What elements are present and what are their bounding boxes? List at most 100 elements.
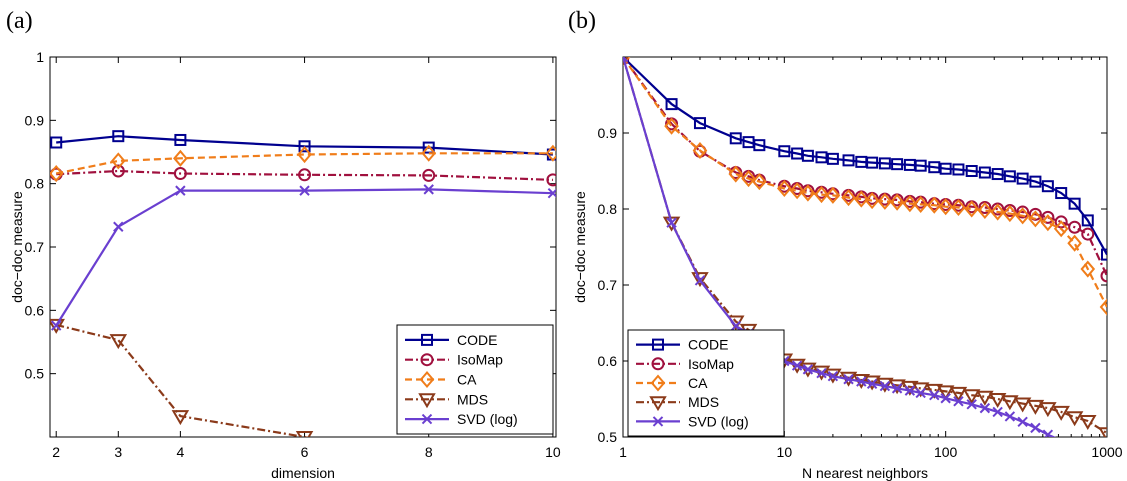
series-line [55, 323, 309, 437]
data-point [50, 136, 63, 149]
data-point [171, 410, 190, 426]
legend-swatch-marker [650, 374, 666, 392]
y-tick-label: 0.9 [25, 112, 45, 128]
data-point [976, 390, 994, 406]
x-tick-label: 10 [545, 444, 561, 460]
data-point [777, 179, 792, 198]
legend-swatch-marker [419, 370, 435, 389]
legend-item: CA [636, 374, 708, 392]
panel-a-xlabel: dimension [271, 465, 335, 481]
data-point [728, 165, 744, 183]
data-point [110, 152, 126, 170]
data-point [1001, 395, 1019, 411]
legend-swatch-marker [652, 338, 664, 351]
data-point [693, 117, 706, 130]
data-point [951, 198, 966, 217]
y-tick-label: 0.8 [598, 201, 618, 217]
panel-a-legend: CODE IsoMap CA MDS SVD (log) [396, 324, 554, 435]
data-point [814, 186, 829, 204]
data-point [112, 130, 125, 143]
data-point [545, 144, 556, 162]
data-point [1015, 207, 1030, 225]
legend-item: MDS [405, 391, 488, 409]
data-point [665, 98, 678, 111]
data-point [815, 151, 828, 164]
data-point [175, 185, 186, 196]
y-tick-label: 0.5 [598, 429, 618, 445]
data-point [729, 132, 742, 145]
panel-a-series [50, 130, 556, 476]
panel-b-plot-frame [622, 56, 1108, 438]
legend-swatch-marker [651, 357, 665, 371]
x-tick-label: 10 [777, 444, 793, 460]
data-point [791, 360, 803, 371]
data-point [825, 186, 841, 204]
panel-b: (b) N nearest neighbors doc−doc measure … [568, 8, 1123, 481]
data-point [422, 141, 435, 154]
series-isomap [50, 164, 556, 187]
data-point [50, 318, 65, 334]
series-ca [623, 57, 1107, 316]
panel-b-ticks: 1 10 100 1000 0.5 0.6 0.7 0.8 0.9 [598, 57, 1123, 460]
data-point [547, 187, 556, 199]
data-point [50, 164, 64, 183]
series-line [56, 135, 553, 156]
data-point [1017, 416, 1028, 428]
data-point [877, 192, 893, 210]
data-point [1016, 172, 1029, 185]
data-point [962, 389, 981, 405]
y-tick-label: 0.9 [598, 125, 618, 141]
data-point [964, 200, 980, 218]
data-point [801, 149, 814, 162]
data-point [988, 393, 1007, 408]
data-point [1067, 440, 1076, 449]
series-line [56, 169, 553, 181]
legend-label: MDS [688, 394, 719, 410]
legend-item: CODE [405, 332, 497, 348]
data-point [113, 221, 124, 232]
data-point [1068, 220, 1082, 234]
data-point [1004, 411, 1016, 422]
data-point [926, 196, 942, 214]
data-point [904, 385, 916, 396]
data-point [421, 144, 437, 162]
data-point [741, 170, 756, 188]
legend-item: CODE [636, 337, 728, 353]
data-point [802, 364, 814, 375]
data-point [1029, 175, 1042, 188]
data-point [778, 145, 791, 158]
data-point [1100, 269, 1107, 283]
data-point [1030, 422, 1041, 434]
data-point [662, 216, 681, 232]
legend-swatch-marker [421, 333, 433, 346]
data-point [991, 168, 1004, 181]
data-point [977, 201, 993, 220]
series-mds [50, 318, 436, 476]
legend-item: MDS [636, 394, 719, 412]
data-point [297, 145, 312, 164]
data-point [423, 184, 434, 195]
data-point [990, 203, 1005, 221]
data-point [664, 117, 679, 135]
data-point [939, 162, 952, 175]
data-point [949, 386, 968, 402]
data-point [1054, 215, 1068, 229]
data-point [1002, 205, 1018, 223]
data-point [422, 464, 436, 476]
data-point [891, 158, 904, 171]
data-point [1041, 180, 1054, 193]
data-point [1026, 399, 1045, 415]
legend-label: SVD (log) [457, 411, 518, 427]
data-point [360, 451, 374, 463]
data-point [1099, 298, 1107, 316]
data-point [730, 320, 741, 332]
panel-a-ticks: 2 3 4 6 8 10 0.5 0.6 0.7 0.8 0.9 1 [25, 49, 561, 460]
data-point [298, 168, 312, 182]
y-tick-label: 0.7 [25, 239, 45, 255]
legend-label: CA [688, 375, 708, 391]
y-tick-label: 0.6 [598, 353, 618, 369]
data-point [546, 173, 556, 187]
data-point [992, 406, 1003, 418]
data-point [692, 141, 708, 160]
data-point [841, 189, 856, 207]
